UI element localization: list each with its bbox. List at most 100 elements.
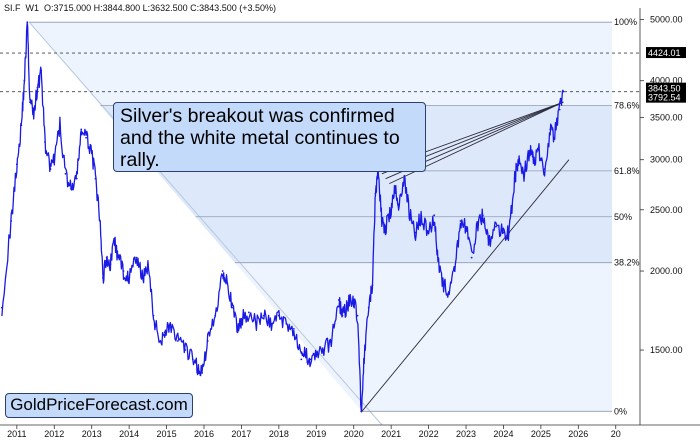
price-point	[206, 340, 209, 342]
watermark-logo: GoldPriceForecast.com	[5, 393, 193, 418]
x-tick-label: 2016	[194, 429, 214, 439]
price-point	[29, 101, 31, 104]
axes: 5000.00 4000.00 3500.00 3000.00 2500.00 2000.…	[0, 8, 700, 439]
price-point	[201, 372, 204, 374]
price-point	[262, 314, 265, 317]
price-point	[508, 231, 510, 234]
price-point	[26, 21, 29, 24]
price-point	[80, 128, 83, 131]
price-point	[487, 243, 490, 246]
price-point	[380, 220, 383, 222]
trendline-0	[361, 159, 570, 412]
x-tick-label: 2020	[344, 429, 364, 439]
price-point	[513, 177, 516, 180]
price-point	[528, 149, 531, 152]
y-tick-label: 2500.00	[650, 205, 683, 215]
price-point	[53, 158, 56, 161]
price-point	[10, 220, 13, 222]
price-point	[393, 187, 396, 190]
x-tick-label: 2017	[231, 429, 251, 439]
price-point	[221, 270, 224, 272]
price-point	[330, 340, 333, 342]
price-point	[549, 128, 552, 131]
fib-label-1: 78.6%	[614, 100, 640, 110]
x-tick-label: 2012	[44, 429, 64, 439]
price-point	[32, 112, 35, 115]
price-point	[558, 108, 561, 111]
price-point	[277, 314, 280, 317]
price-point	[225, 277, 228, 279]
y-tick-label: 4000.00	[650, 76, 683, 86]
price-badge	[646, 82, 686, 94]
interval-label: W1	[25, 3, 40, 13]
y-tick-label: 2000.00	[650, 266, 683, 276]
price-badge-label: 3843.50	[648, 84, 681, 94]
price-point	[197, 368, 200, 370]
price-point	[23, 79, 26, 82]
price-point	[363, 358, 366, 361]
price-point	[437, 256, 439, 259]
price-point	[304, 352, 306, 355]
x-tick-label: 20	[611, 429, 621, 439]
price-point	[158, 340, 160, 342]
fib-shading	[28, 21, 612, 426]
price-point	[64, 172, 67, 175]
price-point	[356, 314, 359, 317]
fib-label-4: 38.2%	[614, 258, 640, 268]
price-point	[442, 284, 445, 287]
price-point	[113, 237, 116, 240]
price-point	[15, 163, 18, 166]
price-point	[184, 349, 187, 351]
price-point	[152, 314, 155, 317]
price-point	[231, 306, 233, 309]
y-tick-label: 3500.00	[650, 112, 683, 122]
price-point	[315, 352, 318, 355]
price-badge-label: 4424.01	[648, 48, 681, 58]
price-badge	[646, 47, 686, 59]
price-point	[470, 256, 473, 259]
price-point	[465, 225, 467, 228]
price-point	[532, 158, 535, 161]
x-tick-label: 2019	[306, 429, 326, 439]
price-point	[128, 277, 131, 279]
chart-header: SI.F W1 O:3715.000 H:3844.800 L:3632.500…	[4, 3, 276, 13]
price-point	[248, 311, 250, 314]
price-point	[58, 124, 61, 127]
fib-diagonal	[28, 21, 383, 426]
price-point	[90, 149, 93, 152]
price-point	[414, 231, 417, 234]
price-point	[99, 220, 101, 222]
price-point	[169, 322, 172, 325]
price-point	[146, 263, 149, 266]
price-point	[270, 322, 273, 325]
price-point	[476, 225, 479, 228]
annotation-callout: Silver's breakout was confirmed and the …	[113, 102, 426, 172]
price-point	[36, 86, 39, 89]
price-point	[105, 256, 108, 259]
price-point	[403, 177, 406, 180]
price-point	[20, 124, 23, 127]
price-point	[122, 270, 125, 272]
price-point	[448, 291, 451, 294]
price-point	[397, 203, 400, 206]
price-point	[347, 302, 350, 304]
price-point	[94, 177, 97, 180]
price-point	[453, 270, 456, 272]
price-point	[341, 314, 344, 317]
x-tick-label: 2015	[157, 429, 177, 439]
ohlc-readout: O:3715.000 H:3844.800 L:3632.500 C:3843.…	[44, 3, 276, 13]
x-tick-label: 2014	[119, 429, 139, 439]
price-point	[135, 256, 138, 259]
y-tick-label: 1500.00	[650, 345, 683, 355]
price-point	[384, 225, 387, 228]
price-point	[371, 284, 374, 287]
price-point	[352, 299, 355, 301]
x-tick-label: 2023	[456, 429, 476, 439]
price-point	[255, 322, 258, 325]
y-tick-label: 3000.00	[650, 155, 683, 165]
x-tick-label: 2013	[82, 429, 102, 439]
price-point	[562, 90, 565, 93]
price-point	[163, 331, 166, 334]
price-point	[191, 358, 194, 361]
x-tick-label: 2025	[531, 429, 551, 439]
